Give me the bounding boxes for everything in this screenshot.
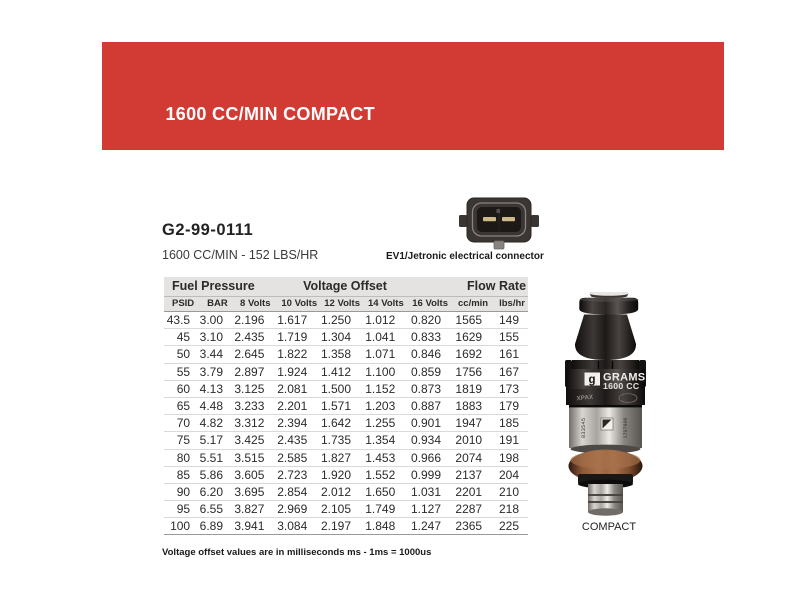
svg-text:g: g <box>588 374 595 386</box>
svg-text:1707906: 1707906 <box>623 417 629 438</box>
svg-text:833545: 833545 <box>580 418 587 438</box>
